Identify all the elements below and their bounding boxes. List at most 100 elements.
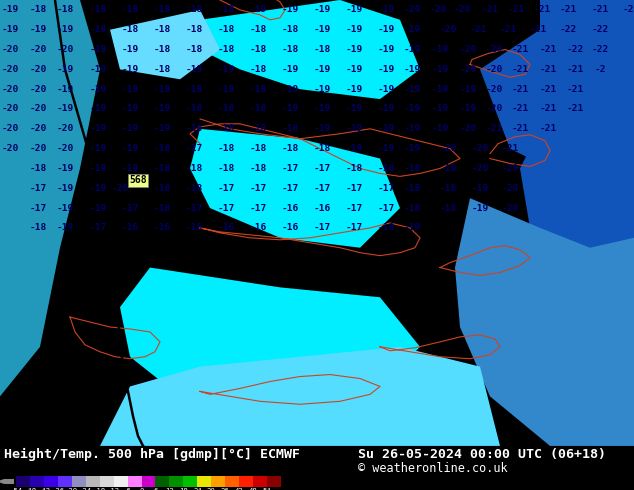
Text: -48: -48 (23, 488, 37, 490)
Polygon shape (120, 268, 420, 406)
Text: -18: -18 (249, 144, 267, 153)
Bar (86, 476, 100, 487)
Text: -19: -19 (153, 104, 171, 114)
Text: -20: -20 (1, 144, 18, 153)
Text: -19: -19 (121, 144, 139, 153)
Text: -19: -19 (217, 85, 235, 94)
Text: -19: -19 (89, 65, 107, 74)
Text: -18: -18 (249, 104, 267, 114)
Text: -17: -17 (377, 184, 394, 193)
Text: -19: -19 (281, 104, 299, 114)
Text: -18: -18 (153, 45, 171, 54)
Text: -18: -18 (249, 45, 267, 54)
Polygon shape (100, 347, 500, 446)
Polygon shape (520, 0, 634, 268)
Text: -17: -17 (313, 164, 330, 173)
Text: -20: -20 (29, 85, 47, 94)
Text: -19: -19 (313, 124, 330, 133)
FancyArrow shape (0, 479, 14, 484)
Text: -19: -19 (56, 184, 74, 193)
Text: -21: -21 (512, 45, 529, 54)
Bar (127, 476, 141, 487)
Text: -19: -19 (281, 85, 299, 94)
Text: -17: -17 (377, 203, 394, 213)
Text: Height/Temp. 500 hPa [gdmp][°C] ECMWF: Height/Temp. 500 hPa [gdmp][°C] ECMWF (4, 448, 300, 461)
Text: -19: -19 (431, 65, 449, 74)
Text: -20: -20 (471, 144, 489, 153)
Text: -18: -18 (29, 223, 47, 232)
Text: -19: -19 (121, 104, 139, 114)
Text: -2: -2 (594, 65, 605, 74)
Text: -20: -20 (1, 124, 18, 133)
Text: -16: -16 (281, 223, 299, 232)
Text: -21: -21 (512, 85, 529, 94)
Text: -19: -19 (460, 85, 477, 94)
Text: -6: -6 (123, 488, 132, 490)
Text: -18: -18 (377, 223, 394, 232)
Text: -19: -19 (281, 65, 299, 74)
Text: -20: -20 (486, 104, 503, 114)
Text: -19: -19 (217, 65, 235, 74)
Text: -19: -19 (403, 124, 420, 133)
Text: -17: -17 (217, 203, 235, 213)
Text: -18: -18 (217, 124, 235, 133)
Text: -19: -19 (346, 25, 363, 34)
Text: -18: -18 (153, 164, 171, 173)
Text: -21: -21 (512, 65, 529, 74)
Text: -19: -19 (89, 124, 107, 133)
Text: -17: -17 (346, 184, 363, 193)
Text: -19: -19 (1, 25, 18, 34)
Text: -17: -17 (313, 223, 330, 232)
Text: -18: -18 (56, 5, 74, 14)
Text: -19: -19 (89, 45, 107, 54)
Text: -19: -19 (403, 85, 420, 94)
Text: -19: -19 (346, 65, 363, 74)
Text: -19: -19 (89, 104, 107, 114)
Text: -19: -19 (377, 45, 394, 54)
Text: -19: -19 (431, 124, 449, 133)
Text: -19: -19 (313, 104, 330, 114)
Text: -19: -19 (403, 25, 420, 34)
Bar (141, 476, 155, 487)
Text: -19: -19 (185, 65, 203, 74)
Text: Su 26-05-2024 00:00 UTC (06+18): Su 26-05-2024 00:00 UTC (06+18) (358, 448, 606, 461)
Text: -20: -20 (29, 45, 47, 54)
Text: -20: -20 (1, 104, 18, 114)
Text: -19: -19 (403, 65, 420, 74)
Text: -18: -18 (249, 25, 267, 34)
Text: -22: -22 (592, 25, 609, 34)
Text: -17: -17 (346, 223, 363, 232)
Text: -18: -18 (439, 203, 456, 213)
Text: -18: -18 (185, 184, 203, 193)
Text: -20: -20 (486, 45, 503, 54)
Text: -21: -21 (507, 5, 524, 14)
Bar (58, 476, 72, 487)
Text: -12: -12 (107, 488, 120, 490)
Text: 12: 12 (165, 488, 174, 490)
Text: -21: -21 (512, 124, 529, 133)
Text: -21: -21 (481, 5, 498, 14)
Bar (30, 476, 44, 487)
Text: -18: -18 (346, 164, 363, 173)
Text: -18: -18 (217, 25, 235, 34)
Text: -21: -21 (501, 144, 519, 153)
Text: -19: -19 (377, 124, 394, 133)
Text: -19: -19 (346, 104, 363, 114)
Text: -17: -17 (29, 184, 47, 193)
Text: -18: -18 (185, 85, 203, 94)
Text: -18: -18 (153, 184, 171, 193)
Text: -19: -19 (121, 65, 139, 74)
Text: -19: -19 (89, 164, 107, 173)
Text: -18: -18 (185, 104, 203, 114)
Text: -20: -20 (486, 65, 503, 74)
Text: -18: -18 (281, 45, 299, 54)
Text: 24: 24 (193, 488, 202, 490)
Text: -17: -17 (29, 203, 47, 213)
Text: -19: -19 (346, 45, 363, 54)
Text: -18: -18 (281, 124, 299, 133)
Text: 54: 54 (262, 488, 271, 490)
Bar (267, 476, 281, 487)
Text: -17: -17 (249, 203, 267, 213)
Text: 18: 18 (179, 488, 188, 490)
Text: -19: -19 (56, 223, 74, 232)
